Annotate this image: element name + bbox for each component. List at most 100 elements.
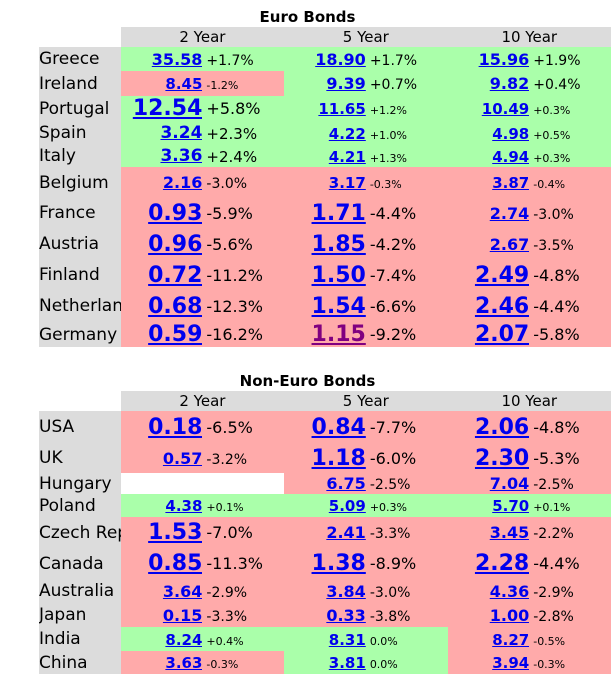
yield-link[interactable]: 1.85 bbox=[311, 231, 366, 257]
yield-link[interactable]: 2.06 bbox=[474, 414, 530, 440]
yield-link[interactable]: 3.81 bbox=[328, 654, 366, 672]
yield-link[interactable]: 8.31 bbox=[328, 630, 366, 649]
yield-link[interactable]: 0.18 bbox=[148, 414, 203, 440]
change-cell: -3.8% bbox=[365, 603, 448, 627]
change-cell: +1.7% bbox=[202, 47, 285, 71]
yield-link[interactable]: 8.24 bbox=[165, 630, 203, 649]
change-cell: +1.3% bbox=[365, 145, 448, 167]
yield-link[interactable]: 6.75 bbox=[326, 474, 366, 493]
table-row: Germany 0.59 -16.2% 1.15 -9.2% 2.07 -5.8% bbox=[39, 322, 611, 347]
yield-link[interactable]: 1.50 bbox=[311, 262, 366, 288]
yield-link[interactable]: 2.30 bbox=[474, 445, 530, 471]
yield-link[interactable]: 18.90 bbox=[315, 49, 366, 69]
change-percent: +0.1% bbox=[206, 501, 244, 514]
yield-link[interactable]: 1.00 bbox=[489, 605, 530, 625]
yield-cell: 4.38 bbox=[120, 494, 203, 517]
yield-link[interactable]: 3.63 bbox=[165, 654, 203, 672]
table-row: India 8.24 +0.4% 8.31 0.0% 8.27 -0.5% bbox=[39, 627, 611, 651]
yield-link[interactable]: 0.85 bbox=[148, 551, 203, 576]
yield-link[interactable]: 2.74 bbox=[489, 203, 530, 223]
yield-cell: 4.36 bbox=[447, 579, 530, 603]
change-percent: -0.3% bbox=[533, 658, 566, 671]
yield-link[interactable]: 10.49 bbox=[481, 100, 530, 118]
yield-link[interactable]: 5.09 bbox=[328, 497, 366, 515]
yield-cell: 15.96 bbox=[447, 47, 530, 71]
yield-link[interactable]: 9.39 bbox=[326, 74, 366, 93]
yield-link[interactable]: 35.58 bbox=[151, 49, 203, 69]
yield-link[interactable]: 3.84 bbox=[326, 581, 366, 601]
yield-link[interactable]: 7.04 bbox=[489, 474, 530, 493]
yield-link[interactable]: 8.27 bbox=[492, 630, 530, 649]
yield-cell: 1.71 bbox=[284, 198, 366, 228]
yield-link[interactable]: 3.94 bbox=[492, 654, 530, 672]
change-cell: 0.0% bbox=[365, 627, 448, 651]
yield-link[interactable]: 2.49 bbox=[474, 262, 530, 288]
change-percent: -2.9% bbox=[206, 584, 248, 601]
yield-cell: 1.15 bbox=[284, 322, 366, 347]
yield-link[interactable]: 0.57 bbox=[162, 448, 203, 468]
yield-link[interactable]: 3.64 bbox=[162, 581, 203, 601]
yield-link[interactable]: 3.45 bbox=[489, 523, 530, 542]
yield-link[interactable]: 5.70 bbox=[492, 497, 530, 515]
yield-link[interactable]: 0.84 bbox=[311, 414, 366, 440]
yield-cell: 8.24 bbox=[120, 627, 203, 651]
yield-link[interactable]: 15.96 bbox=[478, 49, 530, 69]
change-percent: -16.2% bbox=[206, 325, 264, 344]
yield-link[interactable]: 3.36 bbox=[160, 146, 203, 166]
yield-link[interactable]: 0.96 bbox=[148, 231, 203, 257]
change-cell: -4.4% bbox=[529, 548, 611, 579]
change-percent: +1.7% bbox=[206, 52, 254, 69]
yield-link[interactable]: 2.46 bbox=[474, 293, 530, 319]
change-cell: +0.4% bbox=[202, 627, 285, 651]
yield-link[interactable]: 1.54 bbox=[311, 293, 366, 319]
yield-link[interactable]: 2.16 bbox=[162, 173, 203, 192]
yield-cell: 2.46 bbox=[447, 290, 530, 322]
change-percent: -3.0% bbox=[369, 584, 411, 601]
yield-link[interactable]: 4.38 bbox=[165, 497, 203, 515]
yield-link[interactable]: 2.07 bbox=[474, 322, 530, 347]
change-percent: -4.8% bbox=[533, 265, 580, 285]
yield-link[interactable]: 2.67 bbox=[489, 234, 530, 254]
yield-link[interactable]: 12.54 bbox=[132, 96, 203, 121]
yield-link[interactable]: 4.98 bbox=[492, 124, 530, 143]
yield-link[interactable]: 4.36 bbox=[489, 581, 530, 601]
yield-link[interactable]: 0.15 bbox=[162, 605, 203, 625]
change-percent: -4.4% bbox=[533, 296, 580, 316]
yield-link[interactable]: 2.41 bbox=[326, 523, 366, 542]
yield-cell: 3.24 bbox=[120, 121, 203, 145]
yield-link[interactable]: 1.38 bbox=[311, 551, 366, 576]
yield-link[interactable]: 8.45 bbox=[165, 75, 203, 93]
yield-link[interactable]: 11.65 bbox=[318, 100, 366, 118]
change-cell: +0.1% bbox=[202, 494, 285, 517]
table-row: France 0.93 -5.9% 1.71 -4.4% 2.74 -3.0% bbox=[39, 198, 611, 228]
yield-cell: 3.94 bbox=[447, 651, 530, 674]
yield-link[interactable]: 4.94 bbox=[492, 147, 530, 166]
change-percent: -11.3% bbox=[206, 554, 264, 573]
yield-link[interactable]: 0.33 bbox=[326, 605, 366, 625]
yield-link[interactable]: 3.87 bbox=[492, 174, 530, 192]
yield-link[interactable]: 1.71 bbox=[311, 200, 366, 226]
yield-link[interactable]: 9.82 bbox=[489, 74, 530, 93]
yield-link[interactable]: 4.21 bbox=[328, 147, 366, 166]
yield-link[interactable]: 1.15 bbox=[311, 322, 366, 347]
table-row: Austria 0.96 -5.6% 1.85 -4.2% 2.67 -3.5% bbox=[39, 228, 611, 260]
yield-link[interactable]: 0.72 bbox=[148, 262, 203, 288]
yield-link[interactable]: 1.18 bbox=[311, 445, 366, 471]
table-row: Greece 35.58 +1.7% 18.90 +1.7% 15.96 +1.9% bbox=[39, 47, 611, 71]
yield-link[interactable]: 1.53 bbox=[148, 520, 203, 545]
yield-link[interactable]: 0.59 bbox=[148, 322, 203, 347]
yield-link[interactable]: 4.22 bbox=[328, 124, 366, 143]
change-cell: -11.2% bbox=[202, 260, 285, 290]
yield-link[interactable]: 2.28 bbox=[474, 551, 530, 576]
change-cell: +1.7% bbox=[365, 47, 448, 71]
yield-link[interactable]: 3.17 bbox=[328, 174, 366, 192]
yield-link[interactable]: 0.68 bbox=[148, 293, 203, 319]
yield-cell: 2.07 bbox=[447, 322, 530, 347]
yield-link[interactable]: 3.24 bbox=[160, 123, 203, 143]
yield-cell: 0.85 bbox=[120, 548, 203, 579]
yield-cell: 0.15 bbox=[120, 603, 203, 627]
change-percent: +0.1% bbox=[533, 501, 571, 514]
change-percent: +1.7% bbox=[369, 52, 418, 69]
yield-link[interactable]: 0.93 bbox=[148, 200, 203, 226]
table-row: Ireland 8.45 -1.2% 9.39 +0.7% 9.82 +0.4% bbox=[39, 71, 611, 96]
